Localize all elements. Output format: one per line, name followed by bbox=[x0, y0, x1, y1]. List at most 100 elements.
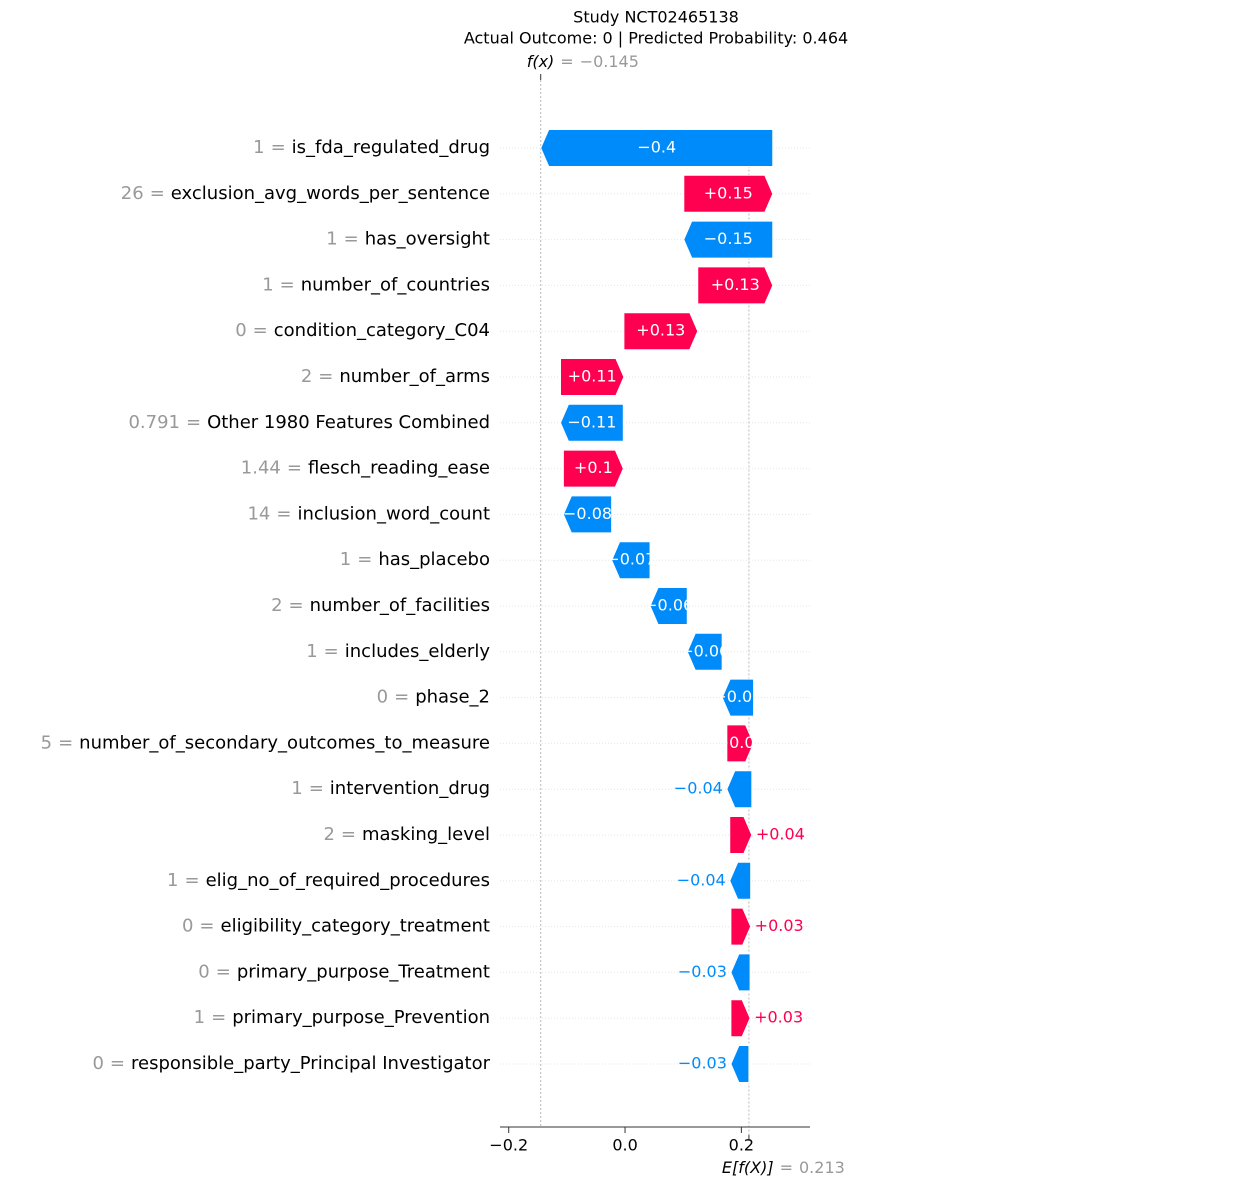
feature-name: number_of_secondary_outcomes_to_measure bbox=[79, 732, 490, 753]
bar-value-label: +0.1 bbox=[574, 458, 613, 477]
feature-name: eligibility_category_treatment bbox=[221, 916, 491, 937]
feature-name: Other 1980 Features Combined bbox=[207, 412, 490, 433]
bar bbox=[726, 724, 755, 763]
feature-separator: = bbox=[287, 458, 302, 479]
feature-label: 1 = is_fda_regulated_drug bbox=[253, 137, 490, 158]
feature-name: primary_purpose_Prevention bbox=[232, 1007, 490, 1028]
feature-separator: = bbox=[211, 1007, 226, 1028]
feature-name: inclusion_word_count bbox=[297, 503, 490, 524]
fx-label: f(x) = −0.145 bbox=[527, 52, 639, 71]
bar-value-label: −0.03 bbox=[678, 1054, 727, 1073]
feature-separator: = bbox=[289, 595, 304, 616]
feature-separator: = bbox=[150, 183, 165, 204]
fx-separator: = bbox=[560, 52, 573, 71]
feature-name: number_of_facilities bbox=[310, 595, 490, 616]
x-tick-label: 0.2 bbox=[729, 1136, 754, 1155]
feature-separator: = bbox=[341, 824, 356, 845]
feature-name: flesch_reading_ease bbox=[308, 458, 490, 479]
feature-name: condition_category_C04 bbox=[274, 320, 490, 341]
bar-value-label: −0.05 bbox=[713, 687, 762, 706]
feature-name: responsible_party_Principal Investigator bbox=[131, 1053, 491, 1074]
bar-value-label: −0.4 bbox=[637, 138, 676, 157]
feature-separator: = bbox=[110, 1053, 125, 1074]
bar bbox=[559, 403, 624, 442]
feature-value: 1 bbox=[262, 274, 273, 295]
feature-value: 1 bbox=[194, 1007, 205, 1028]
feature-label: 1 = primary_purpose_Prevention bbox=[194, 1007, 490, 1028]
feature-value: 1.44 bbox=[241, 458, 281, 479]
bar-value-label: +0.04 bbox=[756, 825, 805, 844]
bar bbox=[649, 587, 688, 625]
feature-label: 0 = phase_2 bbox=[377, 687, 490, 708]
bar bbox=[730, 999, 751, 1038]
ex-name: E[f(X)] bbox=[722, 1158, 774, 1177]
bar bbox=[540, 129, 774, 167]
bar-value-label: +0.05 bbox=[716, 733, 765, 752]
feature-value: 2 bbox=[301, 366, 312, 387]
feature-separator: = bbox=[280, 274, 295, 295]
bar bbox=[730, 907, 752, 946]
feature-name: phase_2 bbox=[415, 687, 490, 708]
feature-name: number_of_arms bbox=[339, 366, 490, 387]
fx-value: −0.145 bbox=[580, 52, 639, 71]
feature-value: 0 bbox=[182, 916, 193, 937]
bar bbox=[683, 220, 774, 259]
bar bbox=[697, 266, 774, 305]
feature-name: is_fda_regulated_drug bbox=[292, 137, 490, 158]
feature-name: has_oversight bbox=[365, 229, 490, 250]
bar-value-label: −0.04 bbox=[674, 779, 723, 798]
bar bbox=[729, 861, 752, 900]
feature-label: 1 = number_of_countries bbox=[262, 274, 490, 295]
feature-label: 0 = eligibility_category_treatment bbox=[182, 916, 490, 937]
feature-value: 1 bbox=[167, 870, 178, 891]
feature-separator: = bbox=[199, 916, 214, 937]
bar bbox=[562, 495, 613, 534]
bar-value-label: −0.06 bbox=[644, 596, 693, 615]
bar-value-label: −0.15 bbox=[704, 229, 753, 248]
feature-value: 1 bbox=[326, 229, 337, 250]
feature-separator: = bbox=[253, 320, 268, 341]
feature-label: 0.791 = Other 1980 Features Combined bbox=[128, 412, 490, 433]
feature-separator: = bbox=[185, 870, 200, 891]
feature-separator: = bbox=[344, 229, 359, 250]
feature-name: elig_no_of_required_procedures bbox=[206, 870, 490, 891]
ex-separator: = bbox=[780, 1158, 793, 1177]
feature-label: 0 = responsible_party_Principal Investigat… bbox=[92, 1053, 490, 1074]
feature-value: 0 bbox=[198, 961, 209, 982]
feature-separator: = bbox=[324, 641, 339, 662]
feature-value: 26 bbox=[121, 183, 144, 204]
x-tick-label: 0.0 bbox=[612, 1136, 637, 1155]
feature-label: 0 = primary_purpose_Treatment bbox=[198, 961, 490, 982]
bar bbox=[611, 541, 651, 580]
ex-value: 0.213 bbox=[799, 1158, 845, 1177]
bar-value-label: −0.11 bbox=[567, 412, 616, 431]
bar bbox=[683, 174, 774, 213]
feature-separator: = bbox=[357, 549, 372, 570]
bar bbox=[729, 816, 753, 854]
feature-label: 1 = intervention_drug bbox=[291, 778, 490, 799]
feature-name: has_placebo bbox=[378, 549, 490, 570]
feature-label: 1 = includes_elderly bbox=[306, 641, 490, 662]
ex-label: E[f(X)] = 0.213 bbox=[722, 1158, 845, 1177]
bar-value-label: −0.06 bbox=[680, 641, 729, 660]
feature-value: 5 bbox=[41, 732, 52, 753]
x-tick-label: −0.2 bbox=[489, 1136, 528, 1155]
bar-value-label: +0.03 bbox=[754, 1008, 803, 1027]
feature-value: 1 bbox=[253, 137, 264, 158]
feature-separator: = bbox=[271, 137, 286, 158]
feature-label: 2 = number_of_facilities bbox=[271, 595, 490, 616]
bar-value-label: −0.04 bbox=[677, 870, 726, 889]
feature-value: 2 bbox=[271, 595, 282, 616]
feature-label: 2 = masking_level bbox=[323, 824, 490, 845]
feature-value: 0.791 bbox=[128, 412, 180, 433]
bar-value-label: +0.13 bbox=[636, 321, 685, 340]
feature-label: 1 = has_placebo bbox=[340, 549, 490, 570]
bar-value-label: −0.07 bbox=[606, 550, 655, 569]
feature-separator: = bbox=[186, 412, 201, 433]
feature-label: 0 = condition_category_C04 bbox=[235, 320, 490, 341]
bar bbox=[686, 632, 723, 671]
feature-label: 14 = inclusion_word_count bbox=[247, 503, 490, 524]
feature-separator: = bbox=[276, 503, 291, 524]
fx-name: f(x) bbox=[527, 52, 555, 71]
